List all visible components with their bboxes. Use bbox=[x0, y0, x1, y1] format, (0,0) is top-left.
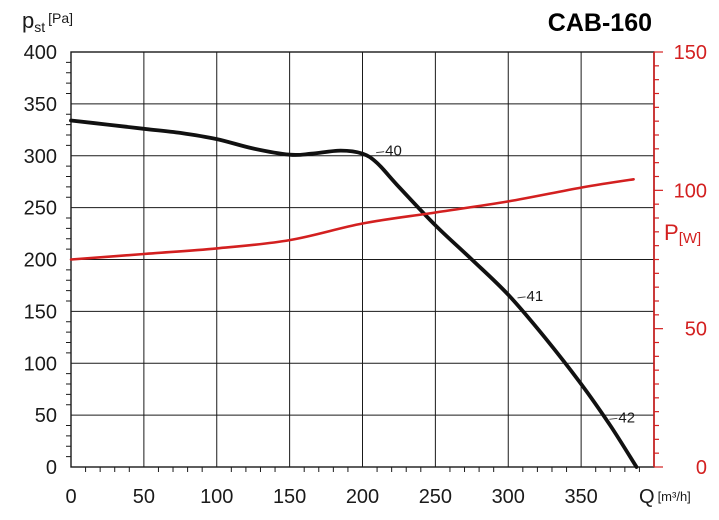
y-axis-right-label-unit: [W] bbox=[679, 230, 702, 247]
x-tick-label: 350 bbox=[564, 486, 597, 508]
y-axis-label-main: p bbox=[22, 8, 34, 33]
y-tick-label-left: 250 bbox=[24, 198, 57, 220]
y-tick-label-left: 200 bbox=[24, 250, 57, 272]
operating-point-label: 42 bbox=[618, 409, 635, 426]
y-tick-label-left: 350 bbox=[24, 94, 57, 116]
operating-point-label: 41 bbox=[527, 288, 544, 305]
y-tick-label-left: 150 bbox=[24, 301, 57, 323]
y-axis-label-left: pst[Pa] bbox=[22, 8, 73, 35]
y-tick-label-right: 0 bbox=[696, 457, 707, 479]
operating-point-label: 40 bbox=[385, 143, 402, 160]
annotation-leader bbox=[517, 296, 526, 299]
x-axis-label-unit: [m³/h] bbox=[658, 489, 691, 504]
power-curve bbox=[69, 178, 635, 261]
y-axis-label-sub: st bbox=[34, 19, 45, 35]
y-tick-label-left: 100 bbox=[24, 353, 57, 375]
annotation-leader bbox=[609, 417, 618, 420]
x-tick-label: 50 bbox=[133, 486, 155, 508]
tick-labels: 0 50 100 150 200 250 300 350 0 50 100 150 200 250 300 3… bbox=[24, 42, 707, 508]
y-tick-label-right: 100 bbox=[674, 180, 707, 202]
annotation-leader bbox=[376, 151, 385, 154]
y-tick-label-left: 50 bbox=[35, 405, 57, 427]
x-tick-label: 100 bbox=[200, 486, 233, 508]
x-axis-label-main: Q bbox=[639, 486, 655, 508]
ticks bbox=[66, 51, 663, 472]
y-tick-label-right: 50 bbox=[685, 319, 707, 341]
x-tick-label: 300 bbox=[492, 486, 525, 508]
y-tick-label-left: 300 bbox=[24, 146, 57, 168]
chart-title: CAB-160 bbox=[548, 9, 652, 37]
y-tick-label-right: 150 bbox=[674, 42, 707, 64]
series-group bbox=[69, 118, 639, 469]
grid bbox=[70, 51, 655, 468]
y-tick-label-left: 400 bbox=[24, 42, 57, 64]
x-tick-label: 150 bbox=[273, 486, 306, 508]
y-axis-label-unit: [Pa] bbox=[48, 10, 73, 26]
pressure-curve bbox=[69, 118, 639, 469]
x-axis-label: Q [m³/h] bbox=[639, 486, 691, 508]
x-tick-label: 200 bbox=[346, 486, 379, 508]
y-tick-label-left: 0 bbox=[46, 457, 57, 479]
x-tick-label: 250 bbox=[419, 486, 452, 508]
y-axis-label-right: P[W] bbox=[664, 220, 701, 247]
x-tick-label: 0 bbox=[65, 486, 76, 508]
y-axis-right-label-main: P bbox=[664, 220, 679, 245]
